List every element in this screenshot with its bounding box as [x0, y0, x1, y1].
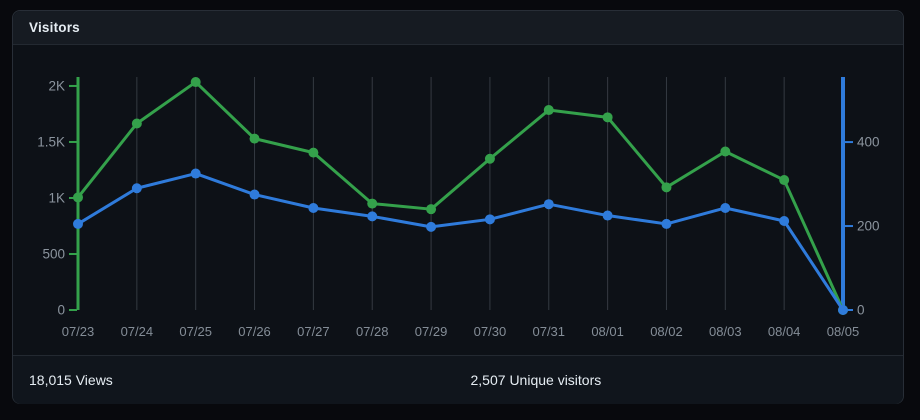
unique-visitors-total-label: Unique visitors	[509, 372, 602, 388]
unique-visitors-point[interactable]	[426, 221, 437, 232]
x-axis-tick-label: 08/01	[591, 324, 624, 339]
x-axis-tick-label: 07/26	[238, 324, 271, 339]
unique-visitors-point[interactable]	[779, 215, 790, 226]
unique-visitors-point[interactable]	[190, 168, 201, 179]
x-axis-tick-label: 07/27	[297, 324, 330, 339]
card-title: Visitors	[29, 20, 80, 35]
unique-visitors-point[interactable]	[131, 183, 142, 194]
unique-visitors-point[interactable]	[73, 218, 83, 229]
views-point[interactable]	[426, 204, 437, 215]
x-axis-tick-label: 07/28	[356, 324, 389, 339]
x-axis-tick-label: 08/04	[768, 324, 801, 339]
unique-visitors-total-value: 2,507	[470, 372, 506, 388]
x-axis-tick-label: 07/25	[179, 324, 212, 339]
visitors-chart[interactable]: 0 500 1K 1.5K 2K 0 200 400 07/23 07/24 07/25 07/26 0…	[13, 45, 903, 355]
left-axis-tick-label: 0	[57, 303, 65, 318]
unique-visitors-point[interactable]	[249, 189, 260, 200]
unique-visitors-point[interactable]	[308, 202, 319, 213]
views-total-stat: 18,015 Views	[13, 372, 462, 388]
views-point[interactable]	[661, 182, 672, 193]
views-point[interactable]	[249, 133, 260, 144]
right-axis-tick-label: 400	[857, 135, 880, 150]
unique-visitors-point[interactable]	[602, 210, 613, 221]
views-total-label: Views	[75, 372, 113, 388]
left-axis-tick-label: 500	[42, 246, 65, 261]
views-point[interactable]	[484, 153, 495, 164]
unique-visitors-line	[76, 172, 845, 312]
unique-visitors-total-stat: 2,507 Unique visitors	[462, 372, 904, 388]
x-axis-tick-label: 08/03	[709, 324, 742, 339]
x-axis-tick-label: 07/23	[62, 324, 95, 339]
right-axis-tick-label: 200	[857, 219, 880, 234]
views-point[interactable]	[602, 112, 613, 123]
right-axis-tick-label: 0	[857, 303, 865, 318]
x-axis-tick-label: 07/30	[474, 324, 507, 339]
views-point[interactable]	[367, 198, 378, 209]
views-point[interactable]	[543, 105, 554, 116]
left-axis-tick-label: 2K	[48, 78, 65, 93]
views-point[interactable]	[308, 147, 319, 158]
line-chart-canvas[interactable]: 0 500 1K 1.5K 2K 0 200 400 07/23 07/24 07/25 07/26 0…	[13, 45, 903, 355]
views-total-value: 18,015	[29, 372, 72, 388]
unique-visitors-point[interactable]	[543, 199, 554, 210]
unique-visitors-point[interactable]	[367, 211, 378, 222]
x-axis-tick-label: 08/05	[827, 324, 860, 339]
left-axis-tick-label: 1K	[48, 190, 65, 205]
card-header: Visitors	[13, 11, 903, 45]
unique-visitors-point[interactable]	[720, 202, 731, 213]
visitors-card: Visitors 0 500 1K 1.5K 2K 0 200 400 07/23 07/24 07…	[12, 10, 904, 404]
x-axis-tick-label: 07/31	[532, 324, 565, 339]
unique-visitors-point[interactable]	[838, 305, 848, 315]
views-point[interactable]	[131, 118, 142, 129]
views-line	[76, 80, 845, 312]
views-point[interactable]	[190, 77, 201, 88]
x-axis-tick-label: 08/02	[650, 324, 683, 339]
left-axis-tick-label: 1.5K	[37, 134, 65, 149]
views-point[interactable]	[73, 192, 83, 203]
views-point[interactable]	[720, 146, 731, 157]
x-axis-tick-label: 07/29	[415, 324, 448, 339]
x-axis-tick-label: 07/24	[121, 324, 154, 339]
unique-visitors-point[interactable]	[661, 218, 672, 229]
unique-visitors-point[interactable]	[484, 214, 495, 225]
card-footer: 18,015 Views 2,507 Unique visitors	[13, 355, 903, 404]
views-point[interactable]	[779, 175, 790, 186]
